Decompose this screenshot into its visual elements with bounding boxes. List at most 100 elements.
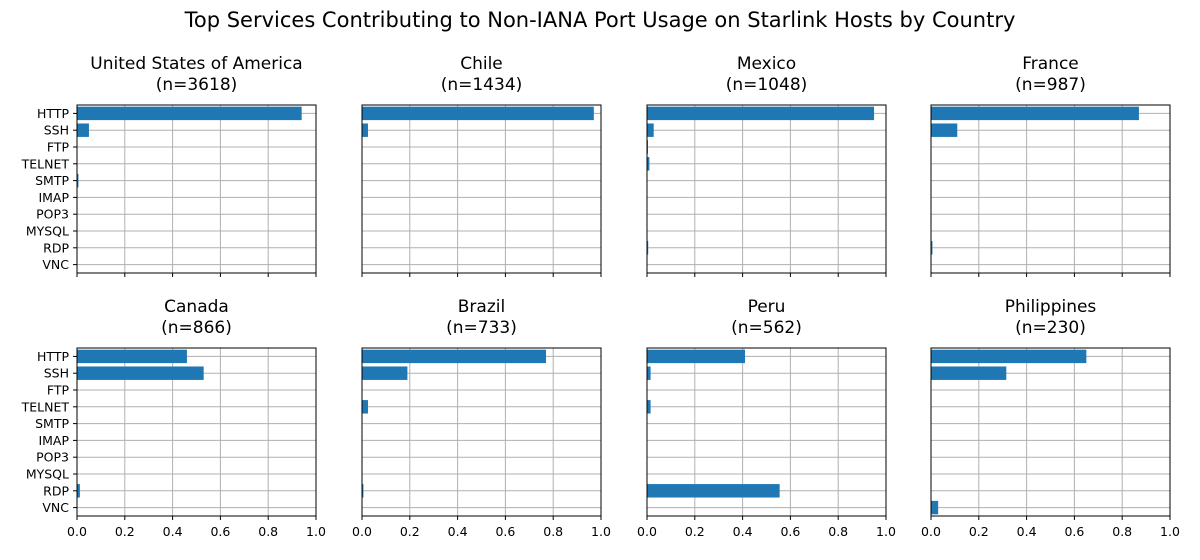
chart-panel: France(n=987) xyxy=(930,54,1171,277)
x-tick-label: 0.8 xyxy=(258,524,278,539)
panel-title: Philippines xyxy=(1005,297,1097,317)
x-tick-label: 0.8 xyxy=(1112,524,1132,539)
y-tick-label: FTP xyxy=(47,383,70,398)
bar xyxy=(931,241,933,255)
bar xyxy=(77,123,89,137)
panel-subtitle: (n=733) xyxy=(446,318,517,338)
x-tick-label: 0.2 xyxy=(969,524,989,539)
x-tick-label: 0.6 xyxy=(1064,524,1084,539)
panel-subtitle: (n=230) xyxy=(1015,318,1086,338)
panel-title: Chile xyxy=(460,54,503,74)
bar xyxy=(647,400,651,414)
bar xyxy=(362,349,547,364)
panel-title: Peru xyxy=(748,297,786,317)
y-tick-label: VNC xyxy=(42,257,69,272)
y-tick-label: POP3 xyxy=(36,450,69,465)
axes-frame xyxy=(76,104,317,274)
x-tick-label: 0.2 xyxy=(115,524,135,539)
x-tick-label: 0.0 xyxy=(637,524,657,539)
x-tick-label: 0.8 xyxy=(543,524,563,539)
x-tick-label: 0.4 xyxy=(1017,524,1037,539)
y-tick-label: VNC xyxy=(42,500,69,515)
x-tick-label: 1.0 xyxy=(591,524,611,539)
bar xyxy=(362,123,368,137)
x-tick-label: 1.0 xyxy=(1160,524,1180,539)
y-tick-label: SMTP xyxy=(35,416,69,431)
panel-title: Brazil xyxy=(458,297,505,317)
x-tick-label: 0.8 xyxy=(828,524,848,539)
bar xyxy=(77,173,79,188)
y-tick-label: RDP xyxy=(43,240,69,255)
x-tick-label: 0.0 xyxy=(921,524,941,539)
y-tick-label: SMTP xyxy=(35,173,69,188)
y-tick-label: POP3 xyxy=(36,207,69,222)
y-tick-label: SSH xyxy=(44,123,69,138)
bar xyxy=(931,106,1139,121)
bar xyxy=(931,366,1007,380)
panel-title: United States of America xyxy=(90,54,302,74)
panel-subtitle: (n=3618) xyxy=(156,75,238,95)
y-tick-label: SSH xyxy=(44,366,69,381)
y-tick-label: IMAP xyxy=(38,433,69,448)
panel-subtitle: (n=1048) xyxy=(726,75,808,95)
y-tick-label: MYSQL xyxy=(26,467,69,482)
bar xyxy=(931,349,1087,364)
y-tick-label: HTTP xyxy=(37,106,69,121)
chart-panel: United States of America(n=3618) HTTP SSH F… xyxy=(21,54,317,277)
bar xyxy=(362,366,408,380)
panel-title: Canada xyxy=(164,297,229,317)
x-tick-label: 0.6 xyxy=(210,524,230,539)
x-tick-label: 0.6 xyxy=(495,524,515,539)
y-tick-label: TELNET xyxy=(21,156,70,171)
bar xyxy=(647,366,651,380)
y-tick-label: RDP xyxy=(43,483,69,498)
chart-panel: Chile(n=1434) xyxy=(361,54,602,277)
bar xyxy=(647,484,780,498)
panels-container: United States of America(n=3618) HTTP SSH F… xyxy=(21,54,1180,539)
panel-subtitle: (n=1434) xyxy=(441,75,523,95)
axes-frame xyxy=(646,104,887,274)
bar xyxy=(931,500,939,515)
bar xyxy=(362,484,364,498)
bar xyxy=(647,106,875,121)
chart-panel: Philippines(n=230) 0.0 0.2 0.4 0.6 0.8 1.0 xyxy=(921,297,1180,539)
axes-frame xyxy=(646,347,887,517)
x-tick-label: 0.0 xyxy=(352,524,372,539)
bar xyxy=(362,400,368,414)
panel-title: France xyxy=(1022,54,1079,74)
chart-panel: Mexico(n=1048) xyxy=(646,54,887,277)
y-tick-label: HTTP xyxy=(37,349,69,364)
x-tick-label: 0.4 xyxy=(733,524,753,539)
bar xyxy=(77,106,302,121)
x-tick-label: 0.6 xyxy=(780,524,800,539)
bar xyxy=(77,484,80,498)
bar xyxy=(931,123,958,137)
axes-frame xyxy=(76,347,317,517)
bar xyxy=(647,157,650,171)
x-tick-label: 0.0 xyxy=(67,524,87,539)
x-tick-label: 0.2 xyxy=(400,524,420,539)
panel-title: Mexico xyxy=(737,54,796,74)
bar xyxy=(362,106,594,121)
panel-subtitle: (n=866) xyxy=(161,318,232,338)
bar xyxy=(647,123,654,137)
y-tick-label: TELNET xyxy=(21,399,70,414)
panel-subtitle: (n=987) xyxy=(1015,75,1086,95)
x-tick-label: 0.2 xyxy=(685,524,705,539)
x-tick-label: 0.4 xyxy=(163,524,183,539)
bar xyxy=(77,366,204,380)
y-tick-label: FTP xyxy=(47,140,70,155)
bar xyxy=(77,349,187,364)
y-tick-label: MYSQL xyxy=(26,224,69,239)
axes-frame xyxy=(930,347,1171,517)
chart-panel: Brazil(n=733) 0.0 0.2 0.4 0.6 0.8 1.0 xyxy=(352,297,611,539)
bar xyxy=(647,349,745,364)
axes-frame xyxy=(361,104,602,274)
axes-frame xyxy=(930,104,1171,274)
chart-panel: Peru(n=562) 0.0 0.2 0.4 0.6 0.8 1.0 xyxy=(637,297,896,539)
x-tick-label: 1.0 xyxy=(306,524,326,539)
bar xyxy=(647,241,649,255)
x-tick-label: 0.4 xyxy=(448,524,468,539)
